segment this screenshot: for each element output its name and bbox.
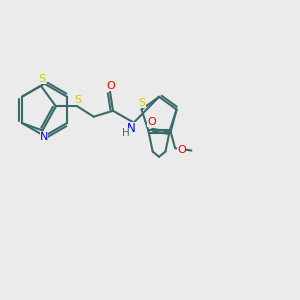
Text: N: N	[40, 132, 48, 142]
Text: O: O	[177, 145, 186, 155]
Text: O: O	[147, 117, 156, 127]
Text: S: S	[74, 95, 82, 105]
Text: S: S	[38, 74, 46, 84]
Text: H: H	[122, 128, 130, 138]
Text: N: N	[127, 122, 136, 135]
Text: S: S	[139, 98, 146, 108]
Text: O: O	[106, 80, 115, 91]
